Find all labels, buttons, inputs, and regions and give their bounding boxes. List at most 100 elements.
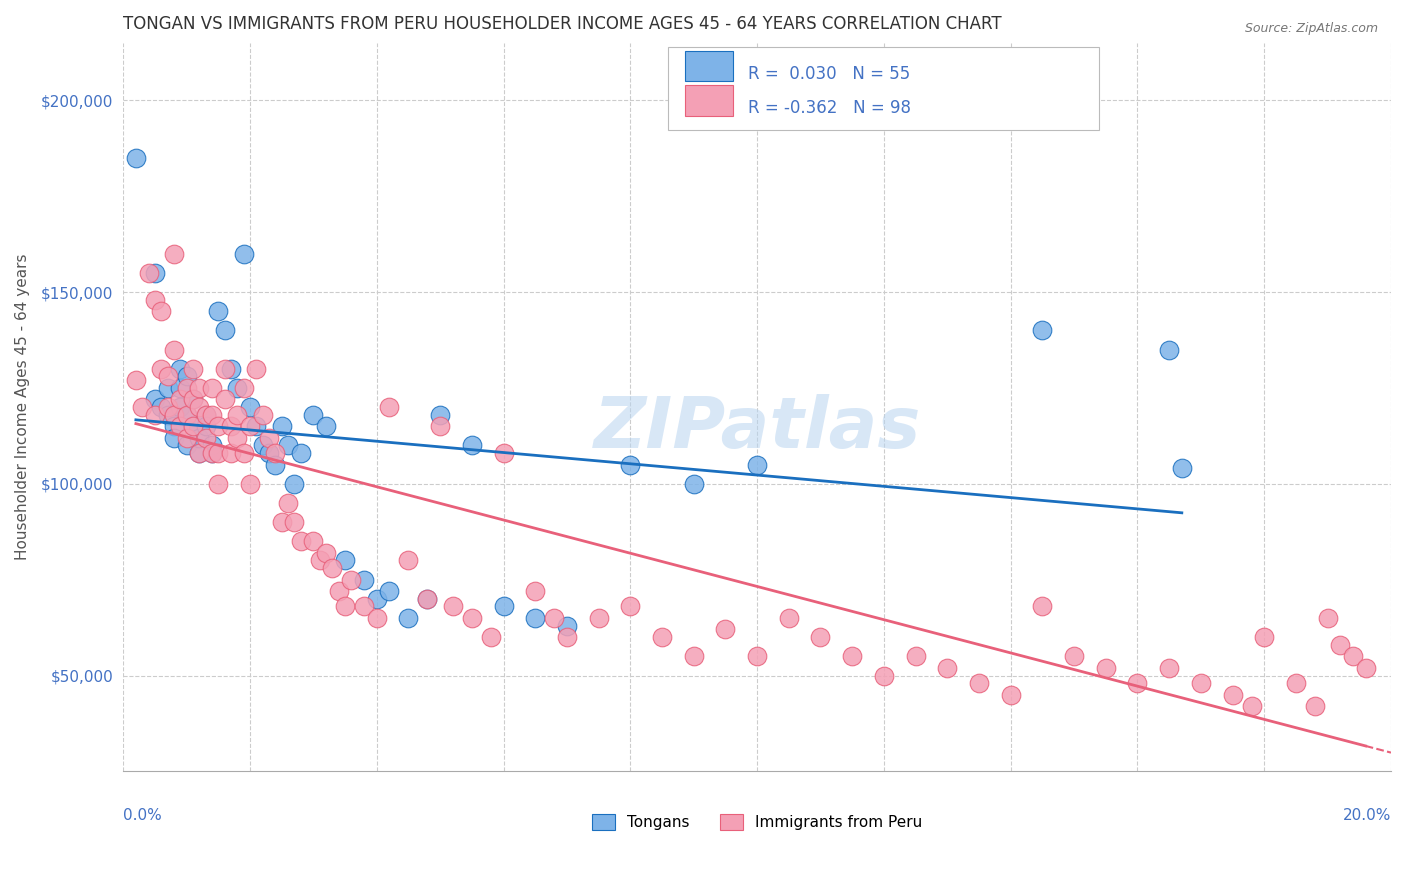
- Point: [492, 599, 515, 614]
- Point: [398, 553, 420, 567]
- Point: [194, 419, 217, 434]
- Point: [207, 476, 229, 491]
- Point: [524, 584, 547, 599]
- Point: [169, 361, 191, 376]
- Point: [163, 246, 186, 260]
- Point: [163, 408, 186, 422]
- Point: [904, 649, 927, 664]
- Point: [176, 438, 198, 452]
- Point: [245, 419, 267, 434]
- Point: [778, 611, 800, 625]
- Text: 20.0%: 20.0%: [1343, 808, 1391, 822]
- Point: [239, 419, 262, 434]
- Point: [125, 373, 148, 387]
- Point: [1000, 688, 1022, 702]
- Point: [252, 438, 274, 452]
- Point: [1341, 649, 1364, 664]
- Point: [277, 438, 299, 452]
- Point: [333, 599, 356, 614]
- Point: [156, 408, 179, 422]
- Point: [1171, 461, 1194, 475]
- Point: [321, 561, 343, 575]
- Point: [302, 408, 325, 422]
- Point: [156, 400, 179, 414]
- Point: [252, 408, 274, 422]
- Point: [138, 266, 160, 280]
- FancyBboxPatch shape: [685, 51, 733, 81]
- Point: [841, 649, 863, 664]
- Point: [181, 419, 204, 434]
- Point: [245, 361, 267, 376]
- Point: [682, 476, 704, 491]
- Point: [1303, 699, 1326, 714]
- Point: [181, 361, 204, 376]
- Text: ZIPatlas: ZIPatlas: [593, 394, 921, 464]
- Point: [143, 408, 166, 422]
- Point: [1240, 699, 1263, 714]
- Y-axis label: Householder Income Ages 45 - 64 years: Householder Income Ages 45 - 64 years: [15, 254, 30, 560]
- Point: [125, 151, 148, 165]
- Point: [169, 419, 191, 434]
- Point: [194, 408, 217, 422]
- Point: [201, 446, 224, 460]
- Point: [188, 446, 211, 460]
- Legend: Tongans, Immigrants from Peru: Tongans, Immigrants from Peru: [586, 808, 928, 837]
- Point: [277, 496, 299, 510]
- Point: [156, 381, 179, 395]
- Point: [201, 381, 224, 395]
- Point: [163, 343, 186, 357]
- Point: [353, 573, 375, 587]
- Text: Source: ZipAtlas.com: Source: ZipAtlas.com: [1244, 22, 1378, 36]
- Point: [143, 293, 166, 307]
- Point: [214, 323, 236, 337]
- Point: [194, 408, 217, 422]
- Point: [143, 266, 166, 280]
- Point: [176, 408, 198, 422]
- Point: [492, 446, 515, 460]
- Point: [1354, 661, 1376, 675]
- Point: [239, 400, 262, 414]
- Point: [398, 611, 420, 625]
- Point: [169, 381, 191, 395]
- Point: [378, 400, 401, 414]
- Point: [745, 458, 768, 472]
- Point: [328, 584, 350, 599]
- Point: [1031, 599, 1053, 614]
- Point: [1159, 661, 1181, 675]
- Point: [302, 534, 325, 549]
- Point: [555, 618, 578, 632]
- Point: [264, 446, 287, 460]
- Point: [416, 591, 439, 606]
- Point: [967, 676, 990, 690]
- Point: [232, 446, 254, 460]
- Point: [416, 591, 439, 606]
- Point: [257, 446, 280, 460]
- Point: [232, 381, 254, 395]
- Point: [150, 304, 173, 318]
- Point: [1189, 676, 1212, 690]
- Point: [194, 431, 217, 445]
- Point: [315, 419, 337, 434]
- Point: [1159, 343, 1181, 357]
- Text: R =  0.030   N = 55: R = 0.030 N = 55: [748, 65, 911, 83]
- Point: [588, 611, 610, 625]
- Point: [270, 515, 292, 529]
- Point: [1253, 630, 1275, 644]
- Point: [169, 400, 191, 414]
- Point: [1316, 611, 1339, 625]
- FancyBboxPatch shape: [668, 46, 1099, 130]
- Point: [150, 361, 173, 376]
- Point: [163, 419, 186, 434]
- Point: [366, 611, 388, 625]
- Point: [176, 408, 198, 422]
- Point: [1285, 676, 1308, 690]
- Point: [651, 630, 673, 644]
- Point: [214, 361, 236, 376]
- Point: [479, 630, 502, 644]
- Point: [201, 438, 224, 452]
- Point: [219, 446, 242, 460]
- Point: [150, 400, 173, 414]
- Point: [714, 623, 737, 637]
- Point: [283, 476, 305, 491]
- Point: [219, 419, 242, 434]
